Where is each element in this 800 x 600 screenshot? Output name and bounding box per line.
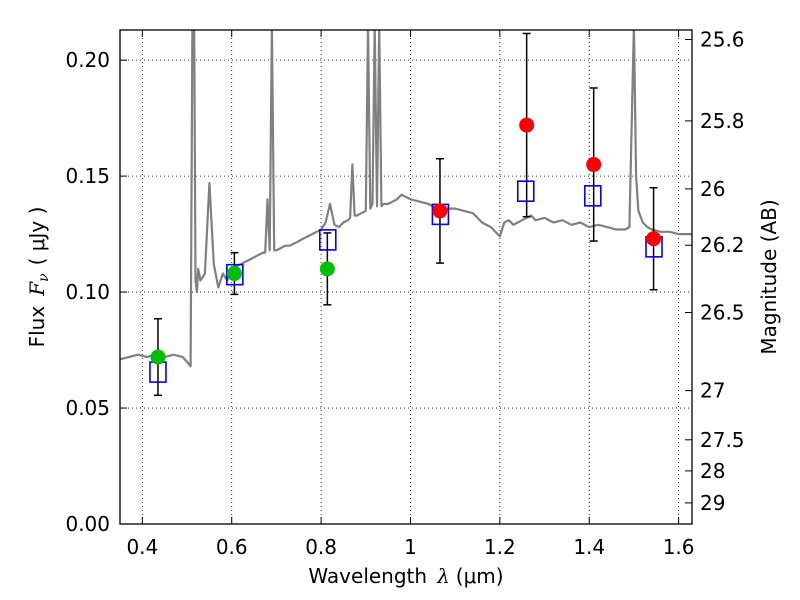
- error-bars: [153, 32, 658, 397]
- model-points: [149, 180, 663, 383]
- red-point: [432, 203, 448, 219]
- x-axis-ticks: 0.4 0.6 0.8 1 1.2 1.4 1.6: [126, 30, 695, 559]
- y-tick-label: 0.05: [65, 396, 110, 420]
- y-tick-label: 0.15: [65, 164, 110, 188]
- y2-tick-label: 26.5: [700, 300, 745, 324]
- y2-tick-label: 27: [700, 379, 725, 403]
- plot-frame: [119, 29, 693, 525]
- green-point: [150, 349, 166, 365]
- y2-tick-label: 28: [700, 459, 725, 483]
- model-square: [583, 185, 602, 207]
- y2-axis-ticks: 25.6 25.8 26 26.2 26.5 27 27.5 28 29: [685, 28, 745, 515]
- y2-tick-label: 25.8: [700, 109, 745, 133]
- y2-tick-label: 26.2: [700, 233, 745, 257]
- x-tick-label: 0.4: [126, 535, 158, 559]
- red-point: [519, 117, 535, 133]
- green-point: [226, 266, 242, 282]
- y-tick-label: 0.20: [65, 48, 110, 72]
- y2-tick-label: 29: [700, 491, 725, 515]
- y2-axis-label: Magnitude (AB): [757, 199, 781, 354]
- x-axis-label: Wavelength λ (μm): [308, 564, 503, 588]
- x-tick-label: 1.6: [663, 535, 695, 559]
- y2-tick-label: 26: [700, 177, 725, 201]
- model-square: [226, 263, 244, 286]
- observed-points: [150, 117, 662, 365]
- y-tick-label: 0.10: [65, 280, 110, 304]
- y2-tick-label: 25.6: [700, 28, 745, 52]
- x-tick-label: 1: [404, 535, 417, 559]
- x-tick-label: 1.2: [484, 535, 516, 559]
- grid-lines: [120, 30, 692, 525]
- spectrum-line: [120, 30, 692, 368]
- y-axis-ticks: 0.00 0.05 0.10 0.15 0.20: [65, 48, 127, 536]
- y-tick-label: 0.00: [65, 512, 110, 536]
- x-tick-label: 0.8: [305, 535, 337, 559]
- x-tick-label: 0.6: [216, 535, 248, 559]
- y2-tick-label: 27.5: [700, 428, 745, 452]
- red-point: [586, 157, 602, 173]
- x-tick-label: 1.4: [573, 535, 605, 559]
- model-square: [516, 180, 535, 202]
- model-square: [318, 229, 337, 251]
- spectrum-layer: [120, 30, 692, 368]
- y-axis-label: FluxFν( μJy ): [25, 207, 52, 348]
- green-point: [319, 261, 335, 277]
- red-point: [646, 231, 662, 247]
